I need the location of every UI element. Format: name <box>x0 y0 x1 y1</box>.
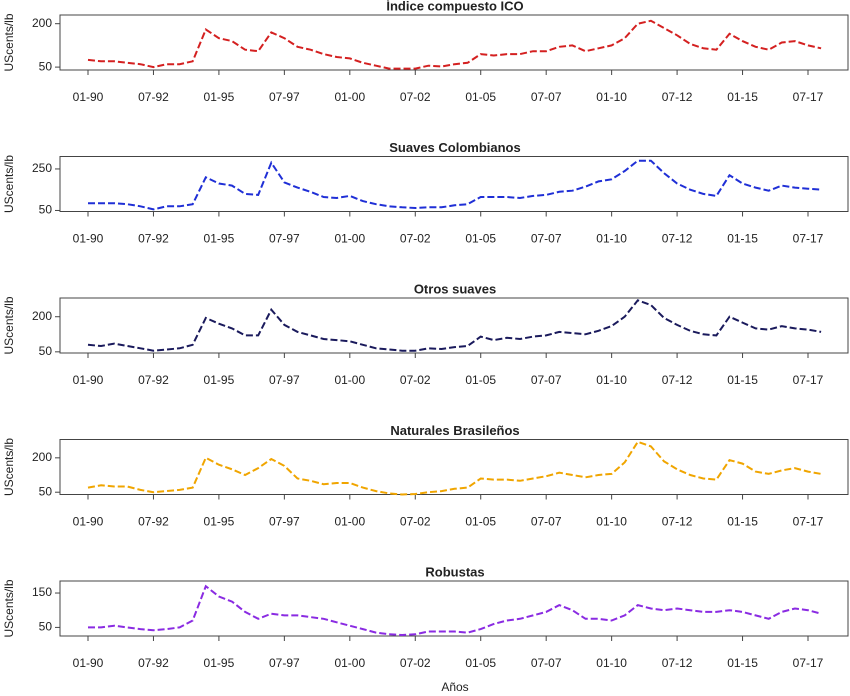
x-tick-label: 01-95 <box>204 515 235 529</box>
y-tick-label: 200 <box>32 450 52 464</box>
x-tick-label: 01-90 <box>73 373 104 387</box>
x-tick-label: 01-00 <box>334 90 365 104</box>
x-tick-label: 07-97 <box>269 373 300 387</box>
y-tick-label: 50 <box>39 344 53 358</box>
y-tick-label: 250 <box>32 161 52 175</box>
x-tick-label: 07-17 <box>793 232 824 246</box>
x-tick-label: 01-95 <box>204 90 235 104</box>
x-tick-label: 01-10 <box>596 90 627 104</box>
x-tick-label: 07-07 <box>531 90 562 104</box>
data-line <box>88 159 822 211</box>
y-axis-label: UScents/lb <box>2 155 16 213</box>
x-tick-label: 07-02 <box>400 232 431 246</box>
x-tick-label: 07-92 <box>138 656 169 670</box>
data-line <box>88 584 822 637</box>
x-tick-label: 01-00 <box>334 232 365 246</box>
x-tick-label: 07-17 <box>793 656 824 670</box>
x-tick-label: 07-17 <box>793 90 824 104</box>
x-tick-label: 01-05 <box>465 373 496 387</box>
x-tick-label: 07-07 <box>531 373 562 387</box>
x-tick-label: 07-02 <box>400 373 431 387</box>
data-line <box>87 440 822 496</box>
x-tick-label: 07-97 <box>269 90 300 104</box>
plot-frame <box>59 156 849 212</box>
x-tick-label: 07-12 <box>662 515 693 529</box>
plot-frame <box>59 439 849 495</box>
y-tick-label: 50 <box>39 620 53 634</box>
x-tick-label: 01-00 <box>334 373 365 387</box>
x-tick-label: 01-15 <box>727 90 758 104</box>
x-tick-label: 01-95 <box>204 656 235 670</box>
y-axis-label: UScents/lb <box>2 438 16 496</box>
y-tick-label: 50 <box>39 203 53 217</box>
y-tick-label: 150 <box>32 585 52 599</box>
x-tick-label: 07-07 <box>531 232 562 246</box>
x-tick-label: 01-90 <box>73 232 104 246</box>
x-tick-label: 01-10 <box>596 373 627 387</box>
y-axis-label: UScents/lb <box>2 13 16 71</box>
x-tick-label: 01-00 <box>334 656 365 670</box>
x-tick-label: 01-15 <box>727 515 758 529</box>
x-tick-label: 01-05 <box>465 232 496 246</box>
x-tick-label: 07-92 <box>138 232 169 246</box>
x-tick-label: 01-90 <box>73 515 104 529</box>
x-tick-label: 01-05 <box>465 515 496 529</box>
x-tick-label: 07-12 <box>662 373 693 387</box>
x-tick-label: 07-17 <box>793 373 824 387</box>
x-tick-label: 01-05 <box>465 656 496 670</box>
x-tick-label: 01-05 <box>465 90 496 104</box>
x-tick-label: 07-97 <box>269 656 300 670</box>
x-tick-label: 07-02 <box>400 656 431 670</box>
x-tick-label: 07-02 <box>400 515 431 529</box>
x-tick-label: 07-07 <box>531 515 562 529</box>
data-line <box>87 299 822 352</box>
y-axis-label: UScents/lb <box>2 579 16 637</box>
x-tick-label: 07-92 <box>138 515 169 529</box>
y-axis-label: UScents/lb <box>2 296 16 354</box>
x-tick-label: 07-97 <box>269 232 300 246</box>
x-tick-label: 01-10 <box>596 515 627 529</box>
chart-title: Suaves Colombianos <box>389 140 520 155</box>
plot-frame <box>59 297 849 354</box>
x-tick-label: 07-12 <box>662 90 693 104</box>
x-tick-label: 07-12 <box>662 656 693 670</box>
x-tick-label: 01-15 <box>727 373 758 387</box>
x-tick-label: 01-95 <box>204 373 235 387</box>
x-tick-label: 01-10 <box>596 656 627 670</box>
data-line <box>87 19 822 70</box>
x-tick-label: 01-10 <box>596 232 627 246</box>
chart-title: Índice compuesto ICO <box>386 0 523 13</box>
x-tick-label: 07-92 <box>138 90 169 104</box>
plot-frame <box>59 580 849 637</box>
x-tick-label: 01-90 <box>73 90 104 104</box>
plot-frame <box>59 14 849 71</box>
x-tick-label: 07-12 <box>662 232 693 246</box>
x-tick-label: 07-97 <box>269 515 300 529</box>
y-tick-label: 200 <box>32 16 52 30</box>
y-tick-label: 50 <box>39 59 53 73</box>
x-tick-label: 01-90 <box>73 656 104 670</box>
x-tick-label: 07-02 <box>400 90 431 104</box>
y-tick-label: 50 <box>39 484 53 498</box>
x-tick-label: 01-95 <box>204 232 235 246</box>
x-axis-label: Años <box>441 680 468 694</box>
x-tick-label: 01-15 <box>727 656 758 670</box>
chart-title: Otros suaves <box>414 281 496 296</box>
chart-title: Robustas <box>425 564 484 579</box>
y-tick-label: 200 <box>32 309 52 323</box>
x-tick-label: 07-92 <box>138 373 169 387</box>
chart-title: Naturales Brasileños <box>390 423 519 438</box>
x-tick-label: 07-17 <box>793 515 824 529</box>
x-tick-label: 01-00 <box>334 515 365 529</box>
x-tick-label: 07-07 <box>531 656 562 670</box>
x-tick-label: 01-15 <box>727 232 758 246</box>
